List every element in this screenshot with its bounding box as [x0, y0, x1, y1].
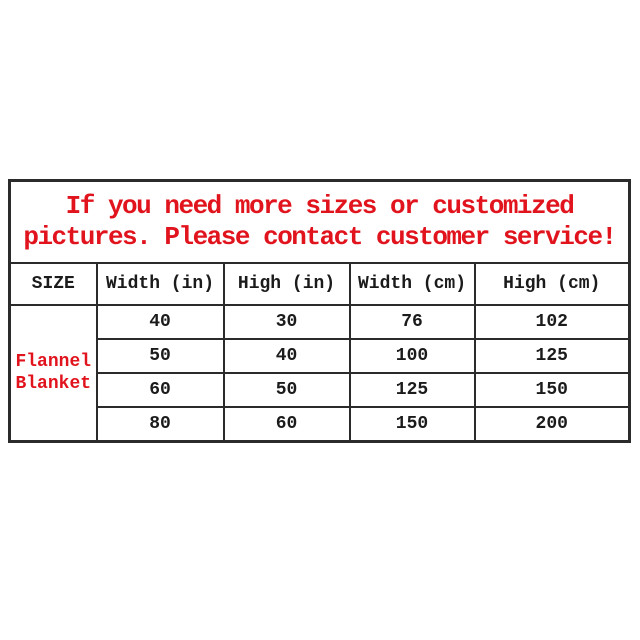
notice-row: If you need more sizes or customized pic…	[8, 179, 631, 264]
cell-width-in: 40	[95, 304, 225, 340]
column-header-width-cm: Width (cm)	[348, 262, 476, 306]
cell-high-cm: 150	[473, 372, 631, 408]
product-name-cell: Flannel Blanket	[8, 304, 98, 443]
cell-width-cm: 150	[348, 406, 476, 443]
table-row: 50 40 100 125	[10, 338, 631, 374]
size-table: If you need more sizes or customized pic…	[8, 179, 631, 443]
cell-width-in: 80	[95, 406, 225, 443]
cell-high-in: 30	[222, 304, 351, 340]
cell-width-in: 60	[95, 372, 225, 408]
table-header-row: SIZE Width (in) High (in) Width (cm) Hig…	[8, 262, 631, 306]
cell-width-cm: 76	[348, 304, 476, 340]
cell-high-in: 50	[222, 372, 351, 408]
cell-width-cm: 125	[348, 372, 476, 408]
table-row: 60 50 125 150	[10, 372, 631, 408]
column-header-size: SIZE	[8, 262, 98, 306]
cell-high-cm: 200	[473, 406, 631, 443]
table-row: Flannel Blanket 40 30 76 102	[8, 304, 631, 443]
cell-width-in: 50	[95, 338, 225, 374]
column-header-width-in: Width (in)	[95, 262, 225, 306]
cell-high-cm: 125	[473, 338, 631, 374]
notice-line-2: pictures. Please contact customer servic…	[23, 222, 617, 252]
notice-line-1: If you need more sizes or customized	[65, 191, 575, 221]
customer-service-notice: If you need more sizes or customized pic…	[8, 179, 631, 264]
cell-high-in: 40	[222, 338, 351, 374]
cell-high-in: 60	[222, 406, 351, 443]
column-header-high-in: High (in)	[222, 262, 351, 306]
cell-width-cm: 100	[348, 338, 476, 374]
column-header-high-cm: High (cm)	[473, 262, 631, 306]
cell-high-cm: 102	[473, 304, 631, 340]
table-row: 80 60 150 200	[10, 406, 631, 443]
